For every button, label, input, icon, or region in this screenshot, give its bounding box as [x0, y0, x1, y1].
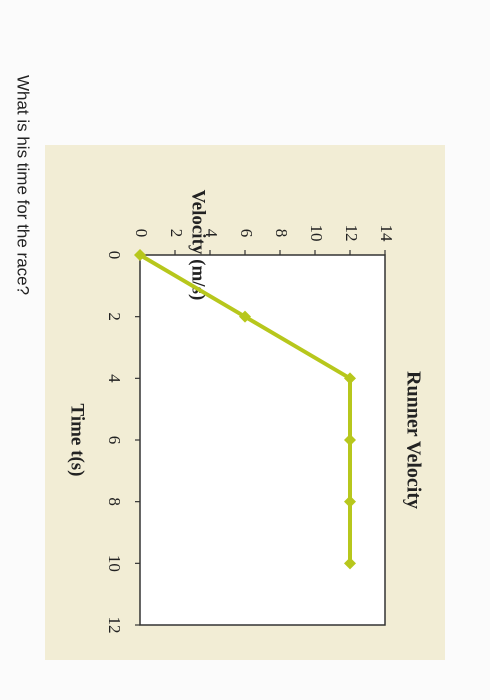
- y-axis-label: Velocity (m/s): [188, 190, 209, 301]
- data-point: [344, 372, 356, 385]
- x-axis-label: Time t(s): [67, 404, 88, 477]
- x-tick-label: 6: [105, 436, 124, 445]
- series-line: [138, 253, 352, 564]
- y-tick-label: 14: [377, 225, 396, 243]
- y-tick-label: 0: [132, 229, 151, 238]
- data-point: [344, 434, 356, 446]
- y-tick-label: 8: [272, 229, 291, 238]
- x-tick-label: 8: [105, 497, 124, 506]
- y-tick-label: 2: [167, 229, 186, 238]
- y-tick-label: 6: [237, 229, 256, 238]
- x-tick-label: 0: [105, 251, 124, 260]
- data-point: [344, 557, 356, 570]
- chart-title: Runner Velocity: [402, 371, 424, 509]
- x-tick-label: 2: [105, 312, 124, 321]
- x-tick-label: 4: [105, 374, 124, 383]
- question: What is his time for the race?: [14, 75, 33, 295]
- y-tick-label: 10: [307, 225, 326, 242]
- data-point: [239, 310, 251, 323]
- y-tick-label: 4: [202, 229, 221, 238]
- data-point: [134, 249, 146, 261]
- y-tick-label: 12: [342, 225, 361, 242]
- data-point: [344, 495, 356, 508]
- x-tick-label: 10: [105, 555, 124, 572]
- x-tick-label: 12: [105, 617, 124, 634]
